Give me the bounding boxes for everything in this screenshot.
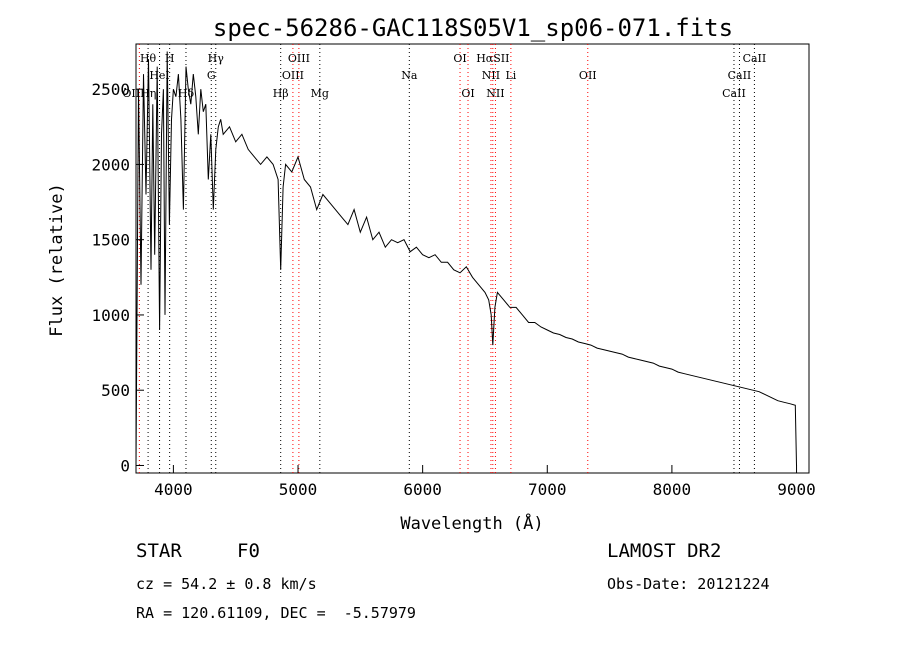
y-tick-label-2000: 2000	[91, 155, 130, 174]
x-axis-label: Wavelength (Å)	[400, 512, 543, 534]
y-tick-label-0: 0	[120, 456, 130, 475]
line-marker-label-low-2: Hβ	[273, 87, 289, 100]
object-class: STAR	[136, 540, 182, 562]
y-tick-label-2500: 2500	[91, 80, 130, 99]
x-tick-label-6000: 6000	[403, 480, 442, 499]
coordinates: RA = 120.61109, DEC = -5.57979	[136, 604, 416, 622]
redshift-cz: cz = 54.2 ± 0.8 km/s	[136, 575, 317, 593]
line-marker-label-mid-6: OII	[579, 69, 597, 82]
x-tick-label-7000: 7000	[528, 480, 567, 499]
line-marker-label-top-0: Hθ	[140, 52, 157, 65]
x-tick-label-5000: 5000	[279, 480, 318, 499]
y-tick-label-500: 500	[101, 381, 130, 400]
line-markers	[138, 44, 755, 473]
x-tick-label-8000: 8000	[653, 480, 692, 499]
chart-title: spec-56286-GAC118S05V1_sp06-071.fits	[213, 14, 733, 42]
line-marker-label-mid-3: Na	[401, 69, 418, 82]
obs-date: Obs-Date: 20121224	[607, 575, 770, 593]
line-marker-label-low-4: OI	[461, 87, 474, 100]
line-marker-label-low-1: Hδ	[178, 87, 195, 100]
line-marker-label-mid-1: G	[207, 69, 216, 82]
line-marker-label-top-4: OI	[453, 52, 466, 65]
line-marker-label-mid-2: OIII	[282, 69, 304, 82]
line-marker-label-mid-7: CaII	[728, 69, 752, 82]
subclass: F0	[237, 540, 260, 562]
x-tick-label-4000: 4000	[154, 480, 193, 499]
spectrum-line	[135, 51, 797, 466]
line-marker-label-mid-0: HeI	[149, 69, 169, 82]
line-marker-label-low-5: NII	[486, 87, 504, 100]
line-marker-label-mid-4: NII	[482, 69, 500, 82]
line-marker-label-mid-5: Li	[505, 69, 516, 82]
line-marker-label-top-1: H	[165, 52, 175, 65]
line-marker-label-low-3: Mg	[311, 87, 329, 100]
y-axis: 0 500 1000 1500 2000 2500	[91, 80, 144, 475]
y-tick-label-1500: 1500	[91, 231, 130, 250]
plot-frame	[135, 43, 810, 474]
line-marker-label-top-3: OIII	[288, 52, 310, 65]
line-marker-label-top-2: Hγ	[208, 52, 225, 65]
y-axis-label: Flux (relative)	[47, 183, 67, 337]
line-marker-label-top-5: HαSII	[476, 52, 509, 65]
line-marker-label-top-6: CaII	[743, 52, 767, 65]
line-marker-label-low-6: CaII	[722, 87, 746, 100]
survey-name: LAMOST DR2	[607, 540, 722, 562]
y-tick-label-1000: 1000	[91, 306, 130, 325]
x-tick-label-9000: 9000	[777, 480, 816, 499]
x-axis: 4000 5000 6000 7000 8000 9000	[154, 465, 816, 499]
